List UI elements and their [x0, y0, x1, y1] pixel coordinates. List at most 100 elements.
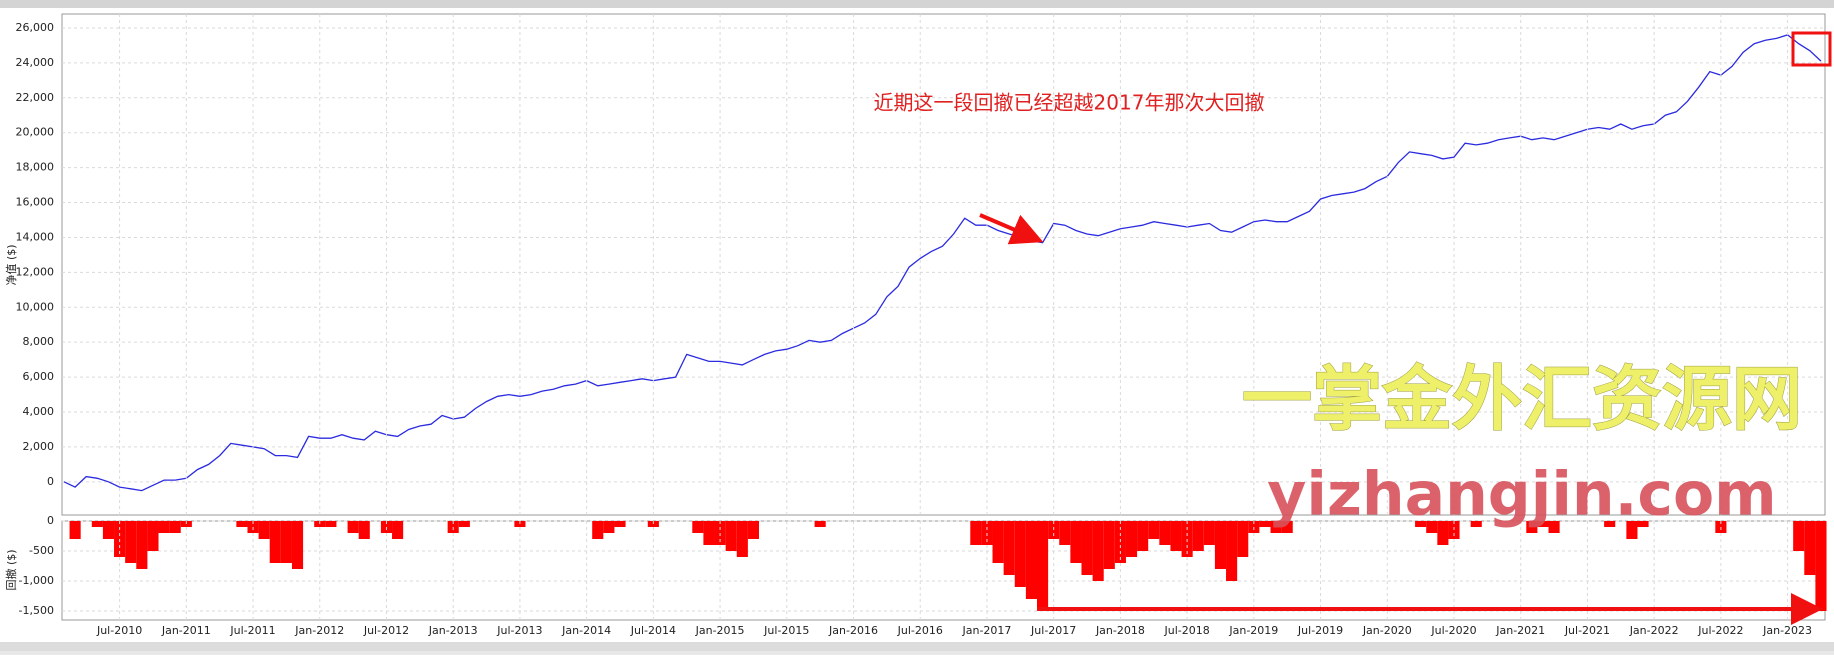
x-tick-label: Jul-2022: [1697, 624, 1743, 637]
drawdown-bar: [1159, 521, 1171, 545]
x-tick-label: Jul-2011: [229, 624, 275, 637]
y-tick-label: 16,000: [16, 196, 55, 209]
drawdown-bar: [280, 521, 292, 563]
drawdown-bar: [725, 521, 737, 551]
drawdown-bar: [1548, 521, 1560, 533]
drawdown-bar: [258, 521, 270, 539]
y-tick-label: 6,000: [23, 370, 55, 383]
x-tick-label: Jan-2021: [1495, 624, 1545, 637]
drawdown-bar: [1270, 521, 1282, 533]
drawdown-bar: [1470, 521, 1482, 527]
drawdown-bar: [1014, 521, 1026, 587]
y-tick-label: 22,000: [16, 91, 55, 104]
x-tick-label: Jan-2020: [1362, 624, 1412, 637]
y-tick-label: 10,000: [16, 300, 55, 313]
x-tick-label: Jan-2022: [1629, 624, 1679, 637]
drawdown-bar: [992, 521, 1004, 563]
y-tick-label: -500: [29, 544, 54, 557]
drawdown-bar: [69, 521, 81, 539]
plot-area: [61, 520, 1826, 621]
x-tick-label: Jul-2018: [1163, 624, 1209, 637]
drawdown-bar: [970, 521, 982, 545]
y-tick-label: -1,500: [19, 604, 54, 617]
x-tick-label: Jul-2014: [630, 624, 676, 637]
drawdown-bar: [392, 521, 404, 539]
highlight-box: [1791, 31, 1832, 67]
drawdown-bar: [1226, 521, 1238, 581]
drawdown-bar: [1793, 521, 1805, 551]
y-tick-label: 8,000: [23, 335, 55, 348]
drawdown-bar: [1537, 521, 1549, 527]
x-tick-label: Jan-2013: [428, 624, 478, 637]
x-tick-label: Jan-2023: [1762, 624, 1812, 637]
drawdown-bar: [1081, 521, 1093, 575]
x-tick-label: Jul-2020: [1430, 624, 1476, 637]
drawdown-bar: [158, 521, 170, 533]
x-tick-label: Jan-2019: [1228, 624, 1278, 637]
drawdown-bar: [1125, 521, 1138, 557]
drawdown-bar: [169, 521, 181, 533]
drawdown-bar: [347, 521, 359, 533]
x-tick-label: Jul-2013: [496, 624, 542, 637]
drawdown-bar: [1214, 521, 1227, 569]
drawdown-bar: [1137, 521, 1149, 551]
drawdown-bar: [614, 521, 626, 527]
drawdown-bar: [1415, 521, 1427, 527]
x-tick-label: Jan-2017: [961, 624, 1011, 637]
x-tick-label: Jan-2012: [294, 624, 344, 637]
drawdown-bar: [236, 521, 248, 527]
drawdown-bar: [1259, 521, 1271, 527]
y-tick-label: 14,000: [16, 230, 55, 243]
watermark: 一掌金外汇资源网: [1242, 358, 1802, 440]
tab-strip: [0, 0, 1834, 8]
drawdown-bar: [1192, 521, 1204, 551]
drawdown-bar: [325, 521, 337, 527]
equity-line: [63, 34, 1822, 492]
drawdown-bar: [1003, 521, 1015, 575]
y-tick-label: -1,000: [19, 574, 54, 587]
drawdown-bar: [102, 521, 115, 539]
drawdown-bar: [1815, 521, 1827, 611]
y-axis-label: 净值 ($): [4, 244, 18, 285]
status-strip: [0, 642, 1834, 651]
drawdown-bar: [136, 521, 148, 569]
y-tick-label: 4,000: [23, 405, 55, 418]
y-tick-label: 0: [47, 514, 54, 527]
y-tick-label: 24,000: [16, 56, 55, 69]
arrow: [979, 213, 1044, 245]
drawdown-bar: [1437, 521, 1449, 545]
x-tick-label: Jul-2015: [763, 624, 809, 637]
drawdown-bar: [1804, 521, 1816, 575]
drawdown-bar: [1626, 521, 1638, 539]
drawdown-bar: [692, 521, 704, 533]
drawdown-bar: [1237, 521, 1249, 557]
drawdown-bar: [703, 521, 715, 545]
drawdown-bar: [1059, 521, 1071, 545]
drawdown-bar: [269, 521, 281, 563]
drawdown-bar: [814, 521, 826, 527]
x-tick-label: Jan-2014: [561, 624, 611, 637]
drawdown-bar: [1025, 521, 1037, 599]
drawdown-bar: [1170, 521, 1182, 551]
x-tick-label: Jul-2016: [897, 624, 943, 637]
y-tick-label: 20,000: [16, 126, 55, 139]
annotation: 近期这一段回撤已经超越2017年那次大回撤: [874, 91, 1265, 115]
drawdown-bar: [736, 521, 748, 557]
drawdown-bar: [1203, 521, 1215, 545]
y-tick-label: 26,000: [16, 21, 55, 34]
watermark-url: yizhangjin.com: [1267, 460, 1776, 530]
drawdown-bar: [1604, 521, 1616, 527]
plot-area: [61, 13, 1826, 516]
drawdown-bar: [125, 521, 137, 563]
drawdown-bar: [91, 521, 103, 527]
x-tick-label: Jul-2017: [1030, 624, 1076, 637]
drawdown-bar: [1637, 521, 1649, 527]
y-tick-label: 12,000: [16, 265, 55, 278]
drawdown-bar: [592, 521, 604, 539]
x-tick-label: Jan-2011: [161, 624, 211, 637]
y-tick-label: 18,000: [16, 161, 55, 174]
y-tick-label: 2,000: [23, 440, 55, 453]
y-axis-label: 回撤 ($): [4, 549, 18, 590]
